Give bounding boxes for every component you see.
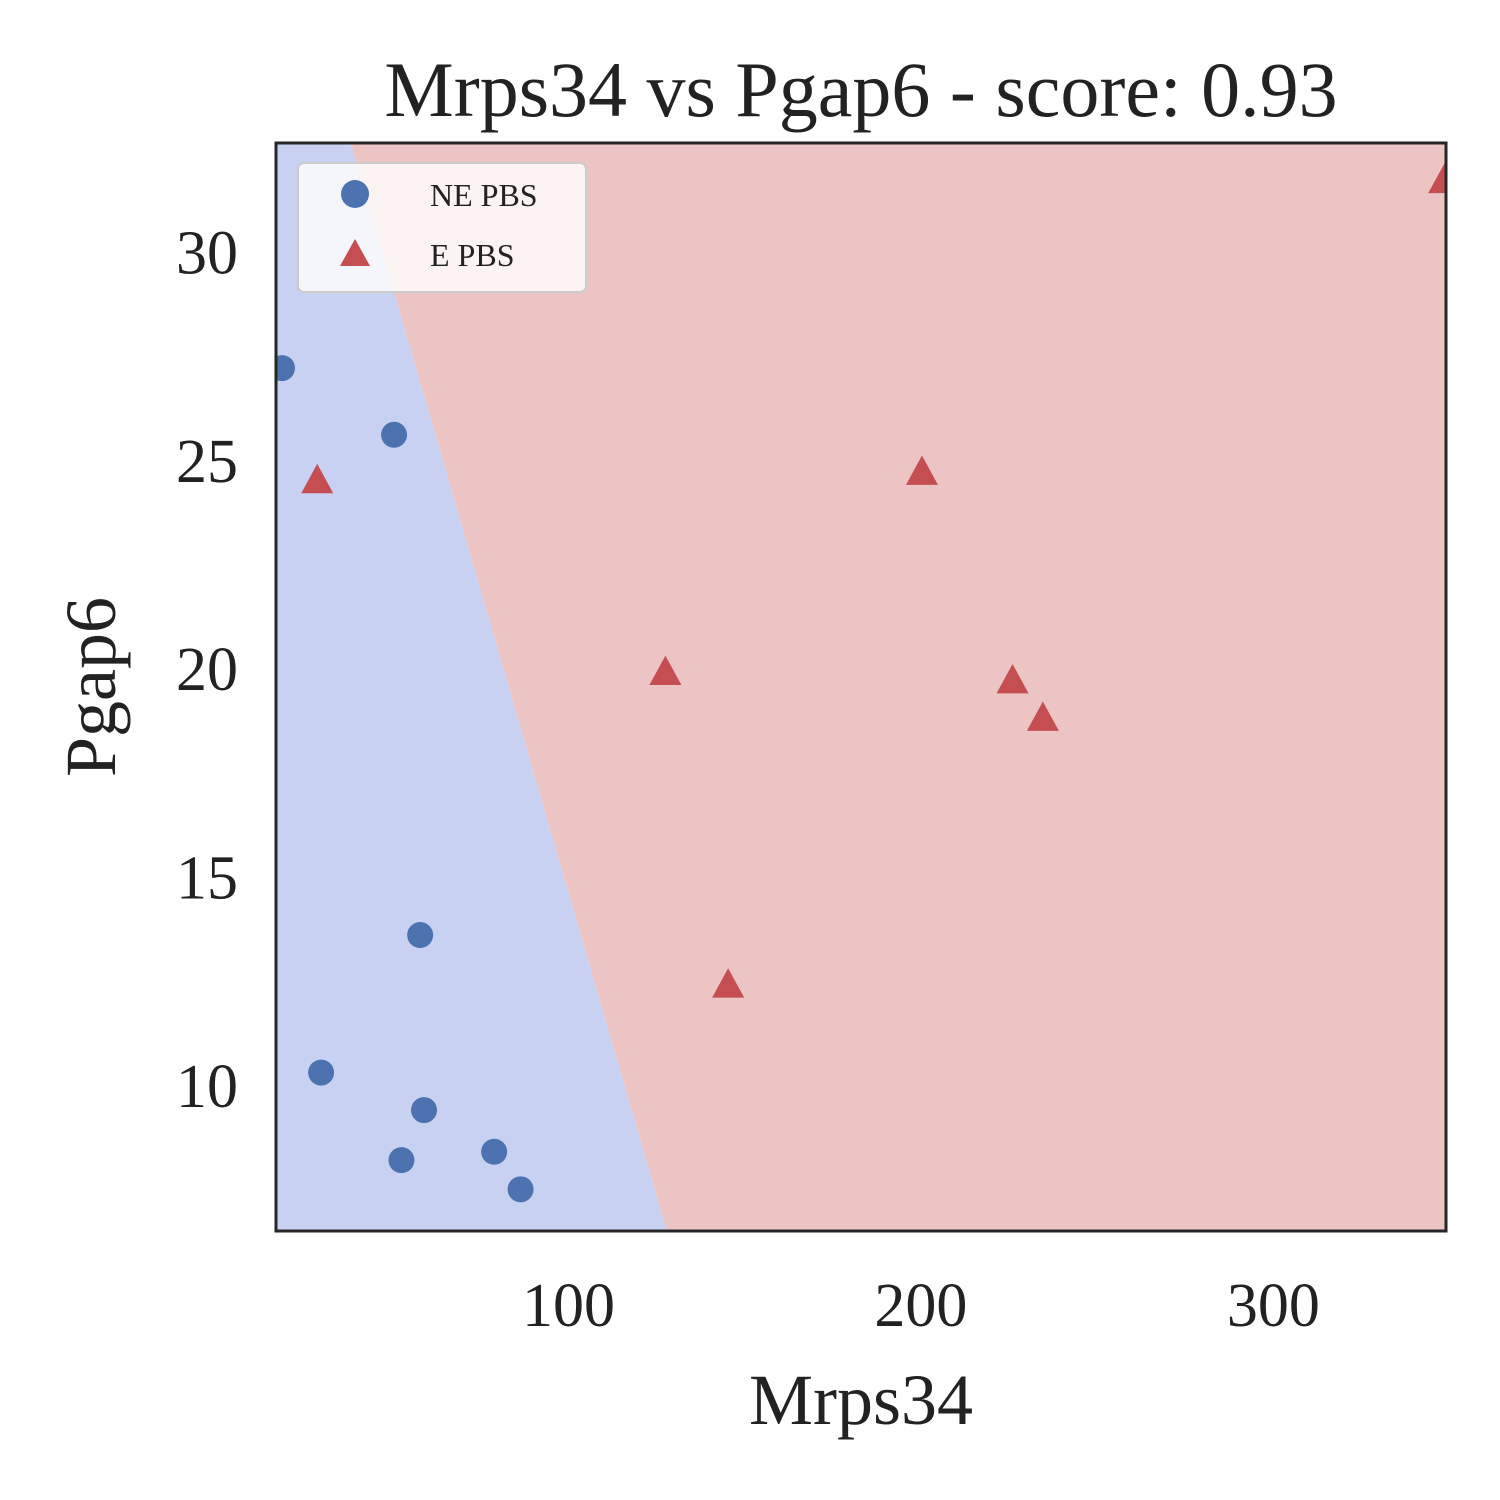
y-tick-label: 15 (176, 845, 238, 913)
y-tick-label: 30 (176, 219, 238, 287)
point-ne-pbs-3 (407, 922, 434, 949)
y-tick-label: 10 (176, 1053, 238, 1121)
point-e-pbs-1 (649, 655, 682, 686)
decision-regions (276, 143, 1446, 1231)
chart-title: Mrps34 vs Pgap6 - score: 0.93 (384, 46, 1337, 133)
legend-marker-ne-pbs (341, 180, 369, 208)
point-e-pbs-0 (301, 463, 334, 494)
region-e-pbs (350, 143, 1446, 1231)
data-points (276, 163, 1446, 1203)
point-ne-pbs-0 (276, 355, 295, 382)
legend-box (297, 162, 587, 293)
x-tick-label: 200 (874, 1272, 967, 1340)
x-tick-label: 300 (1227, 1272, 1320, 1340)
point-ne-pbs-4 (411, 1097, 438, 1124)
region-ne-pbs (276, 143, 667, 1231)
legend: NE PBS E PBS (297, 162, 587, 293)
point-ne-pbs-1 (381, 421, 408, 448)
y-axis-ticks: 10 15 20 25 30 (176, 219, 238, 1121)
x-axis-label: Mrps34 (749, 1360, 973, 1440)
point-ne-pbs-2 (308, 1059, 335, 1086)
legend-marker-e-pbs (340, 239, 370, 266)
y-tick-label: 20 (176, 636, 238, 704)
point-ne-pbs-6 (481, 1138, 508, 1165)
x-axis-ticks: 100 200 300 (522, 1272, 1320, 1340)
point-e-pbs-6 (1428, 163, 1446, 194)
point-e-pbs-5 (1026, 701, 1059, 731)
y-tick-label: 25 (176, 428, 238, 496)
legend-label-e-pbs: E PBS (430, 237, 514, 273)
x-tick-label: 100 (522, 1272, 615, 1340)
point-ne-pbs-7 (507, 1176, 534, 1203)
y-axis-label: Pgap6 (51, 597, 131, 777)
point-e-pbs-4 (996, 663, 1029, 694)
plot-frame (274, 141, 1448, 1233)
legend-label-ne-pbs: NE PBS (430, 177, 538, 213)
point-e-pbs-3 (905, 455, 938, 485)
point-ne-pbs-5 (388, 1147, 415, 1174)
point-e-pbs-2 (712, 968, 745, 998)
